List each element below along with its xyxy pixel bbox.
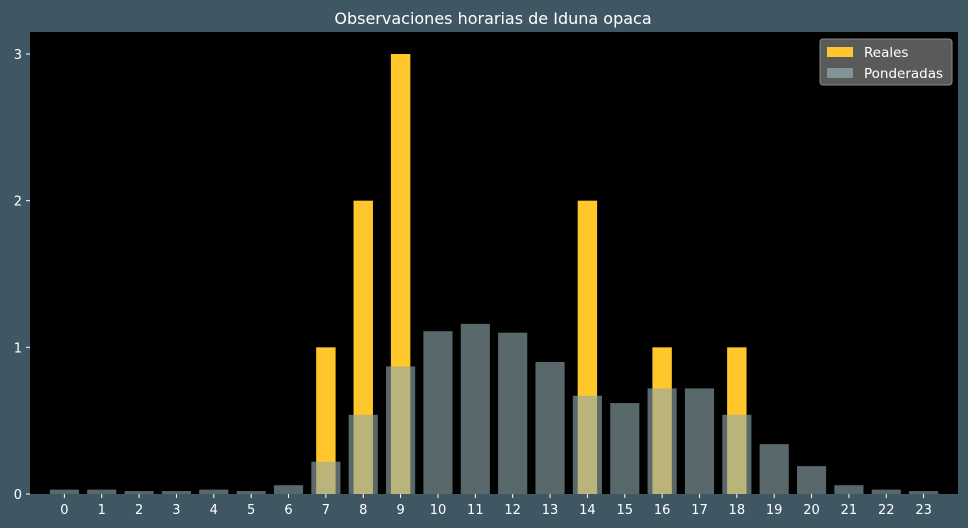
bar-ponderadas-20 xyxy=(796,466,827,494)
x-tick-label-11: 11 xyxy=(467,503,484,518)
bar-ponderadas-14 xyxy=(572,395,602,494)
bar-ponderadas-0 xyxy=(49,489,79,494)
x-tick-label-7: 7 xyxy=(322,503,330,518)
x-tick-label-2: 2 xyxy=(135,503,143,518)
plot-area xyxy=(30,32,958,494)
x-tick-label-0: 0 xyxy=(60,503,68,518)
x-tick-label-9: 9 xyxy=(396,503,404,518)
x-tick-label-5: 5 xyxy=(247,503,255,518)
bar-ponderadas-18 xyxy=(722,414,752,494)
x-tick-label-21: 21 xyxy=(841,503,858,518)
x-tick-label-15: 15 xyxy=(616,503,633,518)
bar-ponderadas-10 xyxy=(423,331,453,494)
x-axis: 0 1 2 3 4 5 6 7 8 9 10 11 12 13 14 15 16 17 18 19 20 21 22 23 xyxy=(60,494,932,518)
x-tick-label-13: 13 xyxy=(542,503,559,518)
bar-ponderadas-3 xyxy=(161,491,192,494)
x-tick-label-10: 10 xyxy=(430,503,447,518)
y-axis: 0 1 2 3 xyxy=(14,48,30,503)
bar-ponderadas-16 xyxy=(647,388,677,494)
x-tick-label-19: 19 xyxy=(766,503,783,518)
x-tick-label-3: 3 xyxy=(172,503,180,518)
bar-ponderadas-1 xyxy=(87,489,117,494)
bar-ponderadas-15 xyxy=(610,403,640,494)
x-tick-label-16: 16 xyxy=(654,503,671,518)
bar-ponderadas-21 xyxy=(834,485,864,494)
x-tick-label-1: 1 xyxy=(98,503,106,518)
bar-ponderadas-17 xyxy=(684,388,715,494)
bar-ponderadas-4 xyxy=(199,489,229,494)
x-tick-label-8: 8 xyxy=(359,503,367,518)
chart-title: Observaciones horarias de Iduna opaca xyxy=(334,9,651,28)
x-tick-label-22: 22 xyxy=(878,503,895,518)
x-tick-label-12: 12 xyxy=(504,503,521,518)
bar-ponderadas-6 xyxy=(273,485,304,494)
bar-ponderadas-5 xyxy=(236,491,266,494)
x-tick-label-14: 14 xyxy=(579,503,596,518)
y-tick-label-0: 0 xyxy=(14,488,22,503)
bar-ponderadas-13 xyxy=(535,362,565,494)
x-tick-label-23: 23 xyxy=(915,503,932,518)
y-tick-label-2: 2 xyxy=(14,195,22,210)
bar-ponderadas-9 xyxy=(386,366,416,494)
legend-swatch-ponderadas xyxy=(827,68,853,78)
bar-ponderadas-12 xyxy=(498,332,528,494)
legend-label-ponderadas: Ponderadas xyxy=(864,66,943,82)
legend: Reales Ponderadas xyxy=(819,38,953,86)
bar-ponderadas-19 xyxy=(759,444,789,494)
bar-reales-7 xyxy=(316,347,336,494)
x-tick-label-17: 17 xyxy=(691,503,708,518)
x-tick-label-20: 20 xyxy=(803,503,820,518)
bar-ponderadas-2 xyxy=(124,491,154,494)
y-tick-label-1: 1 xyxy=(14,341,22,356)
x-tick-label-6: 6 xyxy=(284,503,292,518)
legend-swatch-reales xyxy=(827,47,853,57)
series-ponderadas xyxy=(49,323,939,494)
legend-label-reales: Reales xyxy=(864,45,908,61)
y-tick-label-3: 3 xyxy=(14,48,22,63)
bar-ponderadas-7 xyxy=(311,461,341,494)
bar-ponderadas-8 xyxy=(348,414,378,494)
bar-ponderadas-11 xyxy=(460,323,490,494)
bar-ponderadas-22 xyxy=(871,489,901,494)
x-tick-label-18: 18 xyxy=(729,503,746,518)
bar-ponderadas-23 xyxy=(909,491,939,494)
x-tick-label-4: 4 xyxy=(210,503,218,518)
